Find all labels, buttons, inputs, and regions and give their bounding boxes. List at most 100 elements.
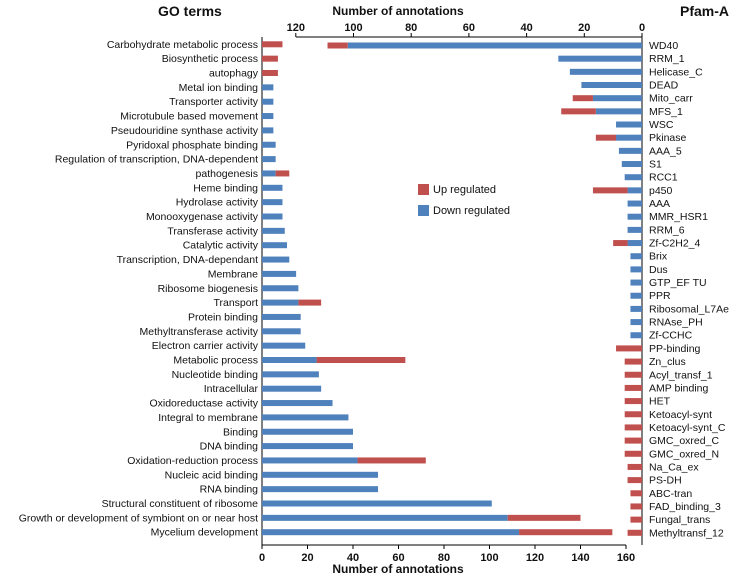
pfam-category-label: Fungal_trans — [649, 514, 710, 526]
go-bar-down — [262, 184, 283, 191]
pfam-x-tick-label: 80 — [405, 22, 417, 34]
pfam-bar-up — [627, 529, 642, 536]
pfam-bar-down — [630, 266, 642, 273]
go-category-label: DNA binding — [200, 441, 259, 453]
go-x-tick-label: 20 — [301, 552, 313, 564]
pfam-category-label: Ketoacyl-synt — [649, 409, 712, 421]
go-bar-down — [262, 371, 319, 378]
pfam-bar-down — [630, 292, 642, 299]
pfam-category-label: Ketoacyl-synt_C — [649, 422, 726, 434]
go-bar-up — [262, 55, 278, 62]
pfam-bar-down — [616, 134, 642, 141]
go-category-label: Integral to membrane — [158, 412, 258, 424]
pfam-category-label: AMP binding — [649, 382, 709, 394]
go-bar-down — [262, 385, 322, 392]
pfam-category-label: DEAD — [649, 80, 679, 92]
pfam-bar-down — [627, 226, 642, 233]
go-bar-up — [275, 170, 290, 177]
go-category-label: Biosynthetic process — [162, 53, 258, 65]
pfam-bar-up — [624, 450, 642, 457]
pfam-category-label: GMC_oxred_N — [649, 448, 719, 460]
pfam-bar-up — [624, 384, 642, 391]
pfam-bar-down — [630, 253, 642, 260]
go-bar-down — [262, 313, 301, 320]
pfam-category-label: RRM_6 — [649, 224, 685, 236]
go-bar-down — [262, 486, 379, 493]
pfam-bar-up — [630, 503, 642, 510]
go-bar-down — [262, 357, 317, 363]
legend: Up regulated Down regulated — [418, 184, 510, 217]
pfam-chart-title: Pfam-A — [680, 3, 729, 19]
pfam-category-label: WD40 — [649, 40, 678, 52]
pfam-category-label: Acyl_transf_1 — [649, 369, 713, 381]
go-bar-down — [262, 270, 297, 277]
pfam-category-label: RCC1 — [649, 172, 678, 184]
go-chart-title: GO terms — [158, 3, 222, 19]
go-category-label: Protein binding — [188, 311, 258, 323]
go-category-label: Pyridoxal phosphate binding — [126, 139, 258, 151]
go-bar-down — [262, 213, 283, 220]
go-x-tick-label: 140 — [571, 552, 589, 564]
pfam-category-label: AAA_5 — [649, 145, 682, 157]
pfam-category-label: Brix — [649, 251, 668, 263]
go-category-label: Carbohydrate metabolic process — [107, 39, 258, 51]
pfam-bar-down — [621, 161, 642, 168]
pfam-category-label: Zn_clus — [649, 356, 686, 368]
go-category-label: Pseudouridine synthase activity — [111, 125, 259, 137]
go-bar-down — [262, 199, 283, 206]
pfam-bar-down — [569, 68, 642, 75]
go-bar-down — [262, 514, 508, 521]
pfam-bar-up — [627, 477, 642, 484]
pfam-bar-up — [624, 398, 642, 405]
go-bar-up — [507, 514, 581, 521]
pfam-category-label: PPR — [649, 290, 671, 302]
legend-swatch-down — [418, 205, 429, 216]
pfam-bar-down — [630, 305, 642, 312]
go-category-label: Binding — [223, 426, 258, 438]
pfam-bar-down — [595, 108, 642, 115]
go-category-label: Membrane — [208, 268, 258, 280]
go-bar-down — [262, 141, 276, 148]
go-bar-up — [519, 529, 613, 536]
go-category-label: Nucleotide binding — [172, 369, 259, 381]
pfam-bar-up — [630, 516, 642, 523]
go-bar-down — [262, 443, 353, 450]
go-x-tick-label: 40 — [347, 552, 359, 564]
pfam-bar-up — [624, 411, 642, 418]
pfam-bar-up — [624, 424, 642, 431]
pfam-bar-down — [592, 95, 642, 102]
go-bar-up — [298, 299, 322, 306]
go-x-tick-label: 60 — [392, 552, 404, 564]
pfam-category-label: ABC-tran — [649, 488, 692, 500]
go-bar-down — [262, 227, 285, 234]
go-category-label: pathogenesis — [196, 168, 258, 180]
pfam-category-label: Pkinase — [649, 132, 687, 144]
pfam-category-label: PS-DH — [649, 475, 682, 487]
go-bar-down — [262, 500, 492, 507]
go-x-tick-label: 80 — [438, 552, 450, 564]
go-category-label: Microtubule based movement — [120, 111, 258, 123]
go-category-label: Catalytic activity — [183, 240, 259, 252]
pfam-category-label: Dus — [649, 264, 668, 276]
go-category-label: Oxidation-reduction process — [127, 455, 258, 467]
pfam-x-tick-label: 60 — [463, 22, 475, 34]
go-bar-down — [262, 299, 299, 306]
pfam-bar-down — [616, 121, 642, 128]
go-category-label: Mycelium development — [151, 527, 258, 539]
pfam-bar-up — [327, 42, 348, 49]
go-bar-up — [316, 357, 406, 363]
go-x-tick-label: 160 — [617, 552, 635, 564]
pfam-bar-down — [618, 147, 642, 154]
go-category-label: Oxidoreductase activity — [149, 398, 258, 410]
go-category-label: Nucleic acid binding — [165, 469, 259, 481]
go-bar-down — [262, 529, 520, 536]
pfam-category-label: MFS_1 — [649, 106, 683, 118]
pfam-x-tick-label: 100 — [344, 22, 362, 34]
pfam-category-label: p450 — [649, 185, 673, 197]
legend-swatch-up — [418, 184, 429, 195]
go-bar-down — [262, 428, 353, 435]
go-category-label: Transferase activity — [167, 225, 258, 237]
pfam-bar-up — [561, 108, 596, 115]
go-category-label: Transcription, DNA-dependant — [117, 254, 259, 266]
pfam-category-label: MMR_HSR1 — [649, 211, 708, 223]
